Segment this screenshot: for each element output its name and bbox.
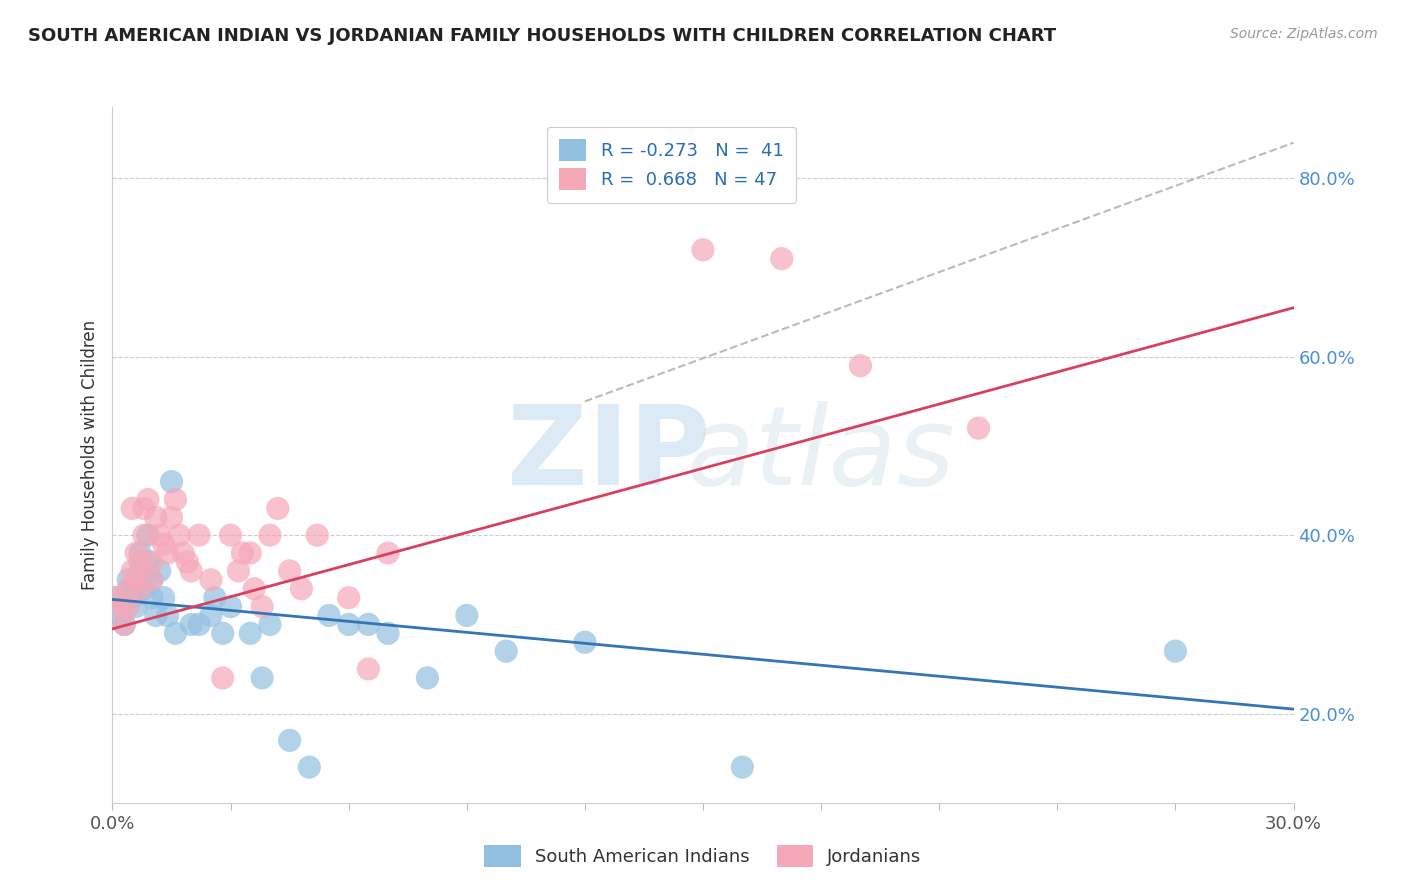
Point bbox=[267, 501, 290, 516]
Point bbox=[121, 501, 143, 516]
Point bbox=[200, 573, 222, 587]
Point bbox=[337, 617, 360, 632]
Point bbox=[105, 591, 128, 605]
Point bbox=[112, 617, 135, 632]
Point bbox=[160, 510, 183, 524]
Point bbox=[141, 573, 163, 587]
Point bbox=[278, 564, 301, 578]
Point bbox=[121, 591, 143, 605]
Point bbox=[337, 591, 360, 605]
Point bbox=[377, 626, 399, 640]
Point bbox=[239, 626, 262, 640]
Point bbox=[231, 546, 253, 560]
Point bbox=[132, 582, 155, 596]
Point bbox=[129, 546, 152, 560]
Legend: R = -0.273   N =  41, R =  0.668   N = 47: R = -0.273 N = 41, R = 0.668 N = 47 bbox=[547, 127, 796, 203]
Point bbox=[105, 591, 128, 605]
Point bbox=[495, 644, 517, 658]
Point bbox=[132, 528, 155, 542]
Point bbox=[129, 564, 152, 578]
Point bbox=[188, 528, 211, 542]
Point bbox=[156, 546, 179, 560]
Point bbox=[172, 546, 194, 560]
Point bbox=[141, 555, 163, 569]
Point bbox=[259, 528, 281, 542]
Point bbox=[169, 528, 191, 542]
Point bbox=[117, 582, 139, 596]
Point bbox=[125, 573, 148, 587]
Point bbox=[250, 671, 273, 685]
Point bbox=[416, 671, 439, 685]
Point bbox=[250, 599, 273, 614]
Text: ZIP: ZIP bbox=[506, 401, 710, 508]
Point bbox=[136, 528, 159, 542]
Point bbox=[152, 537, 174, 551]
Point bbox=[692, 243, 714, 257]
Point bbox=[357, 617, 380, 632]
Point bbox=[298, 760, 321, 774]
Point bbox=[141, 573, 163, 587]
Legend: South American Indians, Jordanians: South American Indians, Jordanians bbox=[477, 838, 929, 874]
Point bbox=[145, 608, 167, 623]
Point bbox=[228, 564, 250, 578]
Point bbox=[176, 555, 198, 569]
Point bbox=[129, 555, 152, 569]
Y-axis label: Family Households with Children: Family Households with Children bbox=[80, 320, 98, 590]
Point bbox=[211, 671, 233, 685]
Point bbox=[156, 608, 179, 623]
Point bbox=[117, 599, 139, 614]
Point bbox=[259, 617, 281, 632]
Point bbox=[731, 760, 754, 774]
Point bbox=[219, 599, 242, 614]
Text: atlas: atlas bbox=[686, 401, 956, 508]
Point bbox=[152, 591, 174, 605]
Point bbox=[211, 626, 233, 640]
Point bbox=[121, 564, 143, 578]
Point bbox=[1164, 644, 1187, 658]
Point bbox=[574, 635, 596, 649]
Point bbox=[239, 546, 262, 560]
Point bbox=[967, 421, 990, 435]
Point bbox=[180, 617, 202, 632]
Text: SOUTH AMERICAN INDIAN VS JORDANIAN FAMILY HOUSEHOLDS WITH CHILDREN CORRELATION C: SOUTH AMERICAN INDIAN VS JORDANIAN FAMIL… bbox=[28, 27, 1056, 45]
Point bbox=[278, 733, 301, 747]
Point bbox=[136, 555, 159, 569]
Point bbox=[165, 492, 187, 507]
Point bbox=[149, 528, 172, 542]
Point bbox=[357, 662, 380, 676]
Point bbox=[456, 608, 478, 623]
Text: Source: ZipAtlas.com: Source: ZipAtlas.com bbox=[1230, 27, 1378, 41]
Point bbox=[132, 501, 155, 516]
Point bbox=[307, 528, 329, 542]
Point bbox=[145, 510, 167, 524]
Point bbox=[141, 591, 163, 605]
Point bbox=[149, 564, 172, 578]
Point bbox=[160, 475, 183, 489]
Point bbox=[110, 599, 132, 614]
Point bbox=[129, 582, 152, 596]
Point bbox=[318, 608, 340, 623]
Point bbox=[117, 573, 139, 587]
Point bbox=[136, 492, 159, 507]
Point bbox=[770, 252, 793, 266]
Point bbox=[188, 617, 211, 632]
Point bbox=[200, 608, 222, 623]
Point bbox=[290, 582, 312, 596]
Point bbox=[243, 582, 266, 596]
Point bbox=[121, 582, 143, 596]
Point bbox=[165, 626, 187, 640]
Point bbox=[204, 591, 226, 605]
Point bbox=[110, 608, 132, 623]
Point bbox=[125, 599, 148, 614]
Point bbox=[180, 564, 202, 578]
Point bbox=[112, 617, 135, 632]
Point bbox=[849, 359, 872, 373]
Point bbox=[125, 546, 148, 560]
Point bbox=[219, 528, 242, 542]
Point bbox=[377, 546, 399, 560]
